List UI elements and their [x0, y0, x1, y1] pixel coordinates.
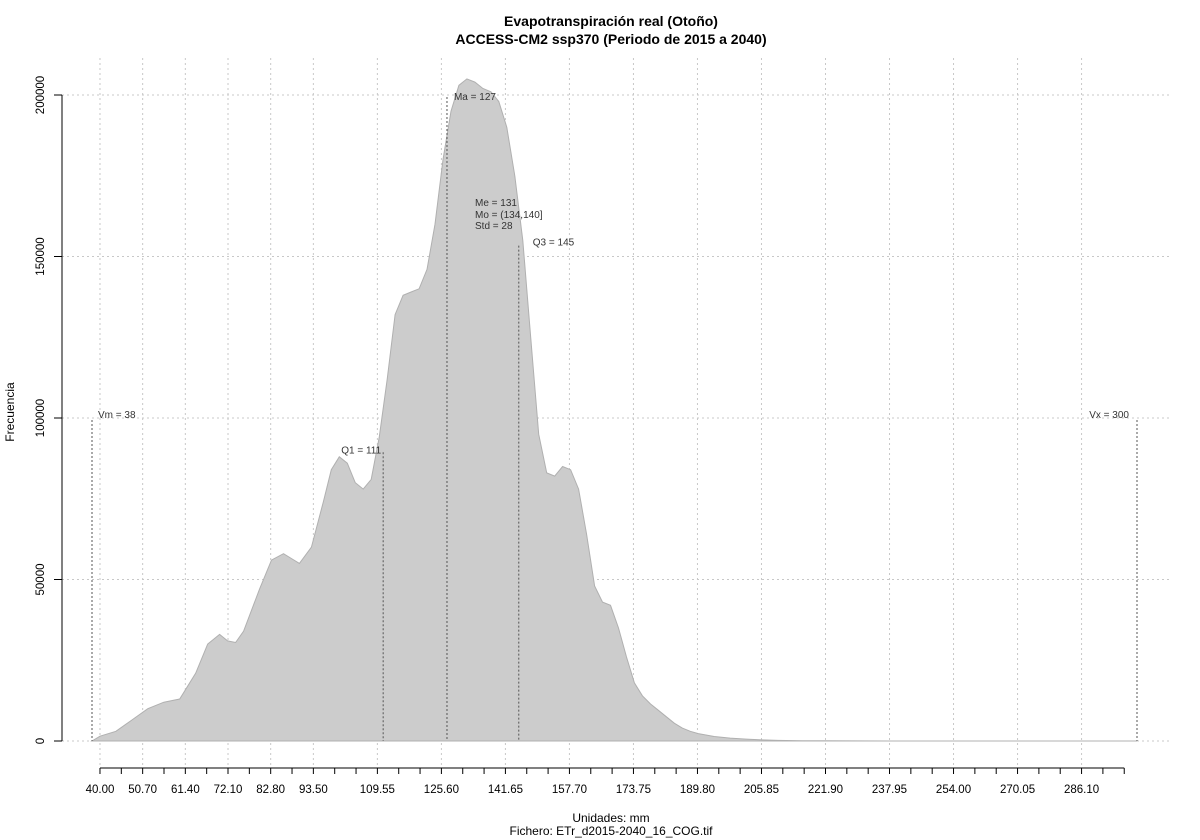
chart-subtitle: ACCESS-CM2 ssp370 (Periodo de 2015 a 204… [455, 31, 766, 47]
q3-label: Q3 = 145 [533, 238, 575, 249]
x-tick-label: 157.70 [552, 784, 587, 796]
y-tick-label: 150000 [35, 237, 47, 275]
q1-label: Q1 = 111 [341, 445, 381, 456]
mean-label: Ma = 127 [454, 92, 496, 103]
x-tick-label: 93.50 [299, 784, 328, 796]
y-tick-label: 100000 [35, 399, 47, 437]
x-tick-label: 40.00 [86, 784, 115, 796]
chart-text: Evapotranspiración real (Otoño) ACCESS-C… [3, 13, 767, 838]
y-tick-label: 0 [35, 738, 47, 744]
x-tick-label: 50.70 [128, 784, 157, 796]
y-tick-label: 200000 [35, 76, 47, 114]
file-caption: Fichero: ETr_d2015-2040_16_COG.tif [510, 824, 714, 838]
x-tick-label: 205.85 [744, 784, 779, 796]
x-tick-label: 109.55 [360, 784, 395, 796]
x-tick-label: 61.40 [171, 784, 200, 796]
x-tick-label: 141.65 [488, 784, 523, 796]
x-tick-label: 125.60 [424, 784, 459, 796]
x-tick-label: 221.90 [808, 784, 843, 796]
x-tick-label: 173.75 [616, 784, 651, 796]
x-tick-label: 286.10 [1064, 784, 1099, 796]
axes: 0 50000 100000 150000 200000 40.00 50.70 61.40 7… [35, 76, 1125, 796]
statistic-markers: Vm = 38 Q1 = 111 Ma = 127 Q3 = 145 Vx = 300 [91, 92, 1138, 741]
stats-std: Std = 28 [475, 221, 513, 232]
y-tick-label: 50000 [35, 564, 47, 596]
x-tick-label: 82.80 [256, 784, 285, 796]
min-label: Vm = 38 [98, 410, 136, 421]
x-tick-label: 237.95 [872, 784, 907, 796]
x-tick-label: 270.05 [1000, 784, 1035, 796]
x-axis-label: Unidades: mm [572, 811, 649, 825]
stats-mode: Mo = (134,140] [475, 210, 543, 221]
chart-title: Evapotranspiración real (Otoño) [504, 13, 718, 29]
stats-median: Me = 131 [475, 198, 517, 209]
y-axis-label: Frecuencia [3, 382, 17, 442]
density-area [90, 78, 1137, 742]
x-tick-label: 189.80 [680, 784, 715, 796]
max-label: Vx = 300 [1089, 410, 1129, 421]
density-area-layer [90, 78, 1137, 742]
x-tick-label: 254.00 [936, 784, 971, 796]
x-tick-label: 72.10 [214, 784, 243, 796]
